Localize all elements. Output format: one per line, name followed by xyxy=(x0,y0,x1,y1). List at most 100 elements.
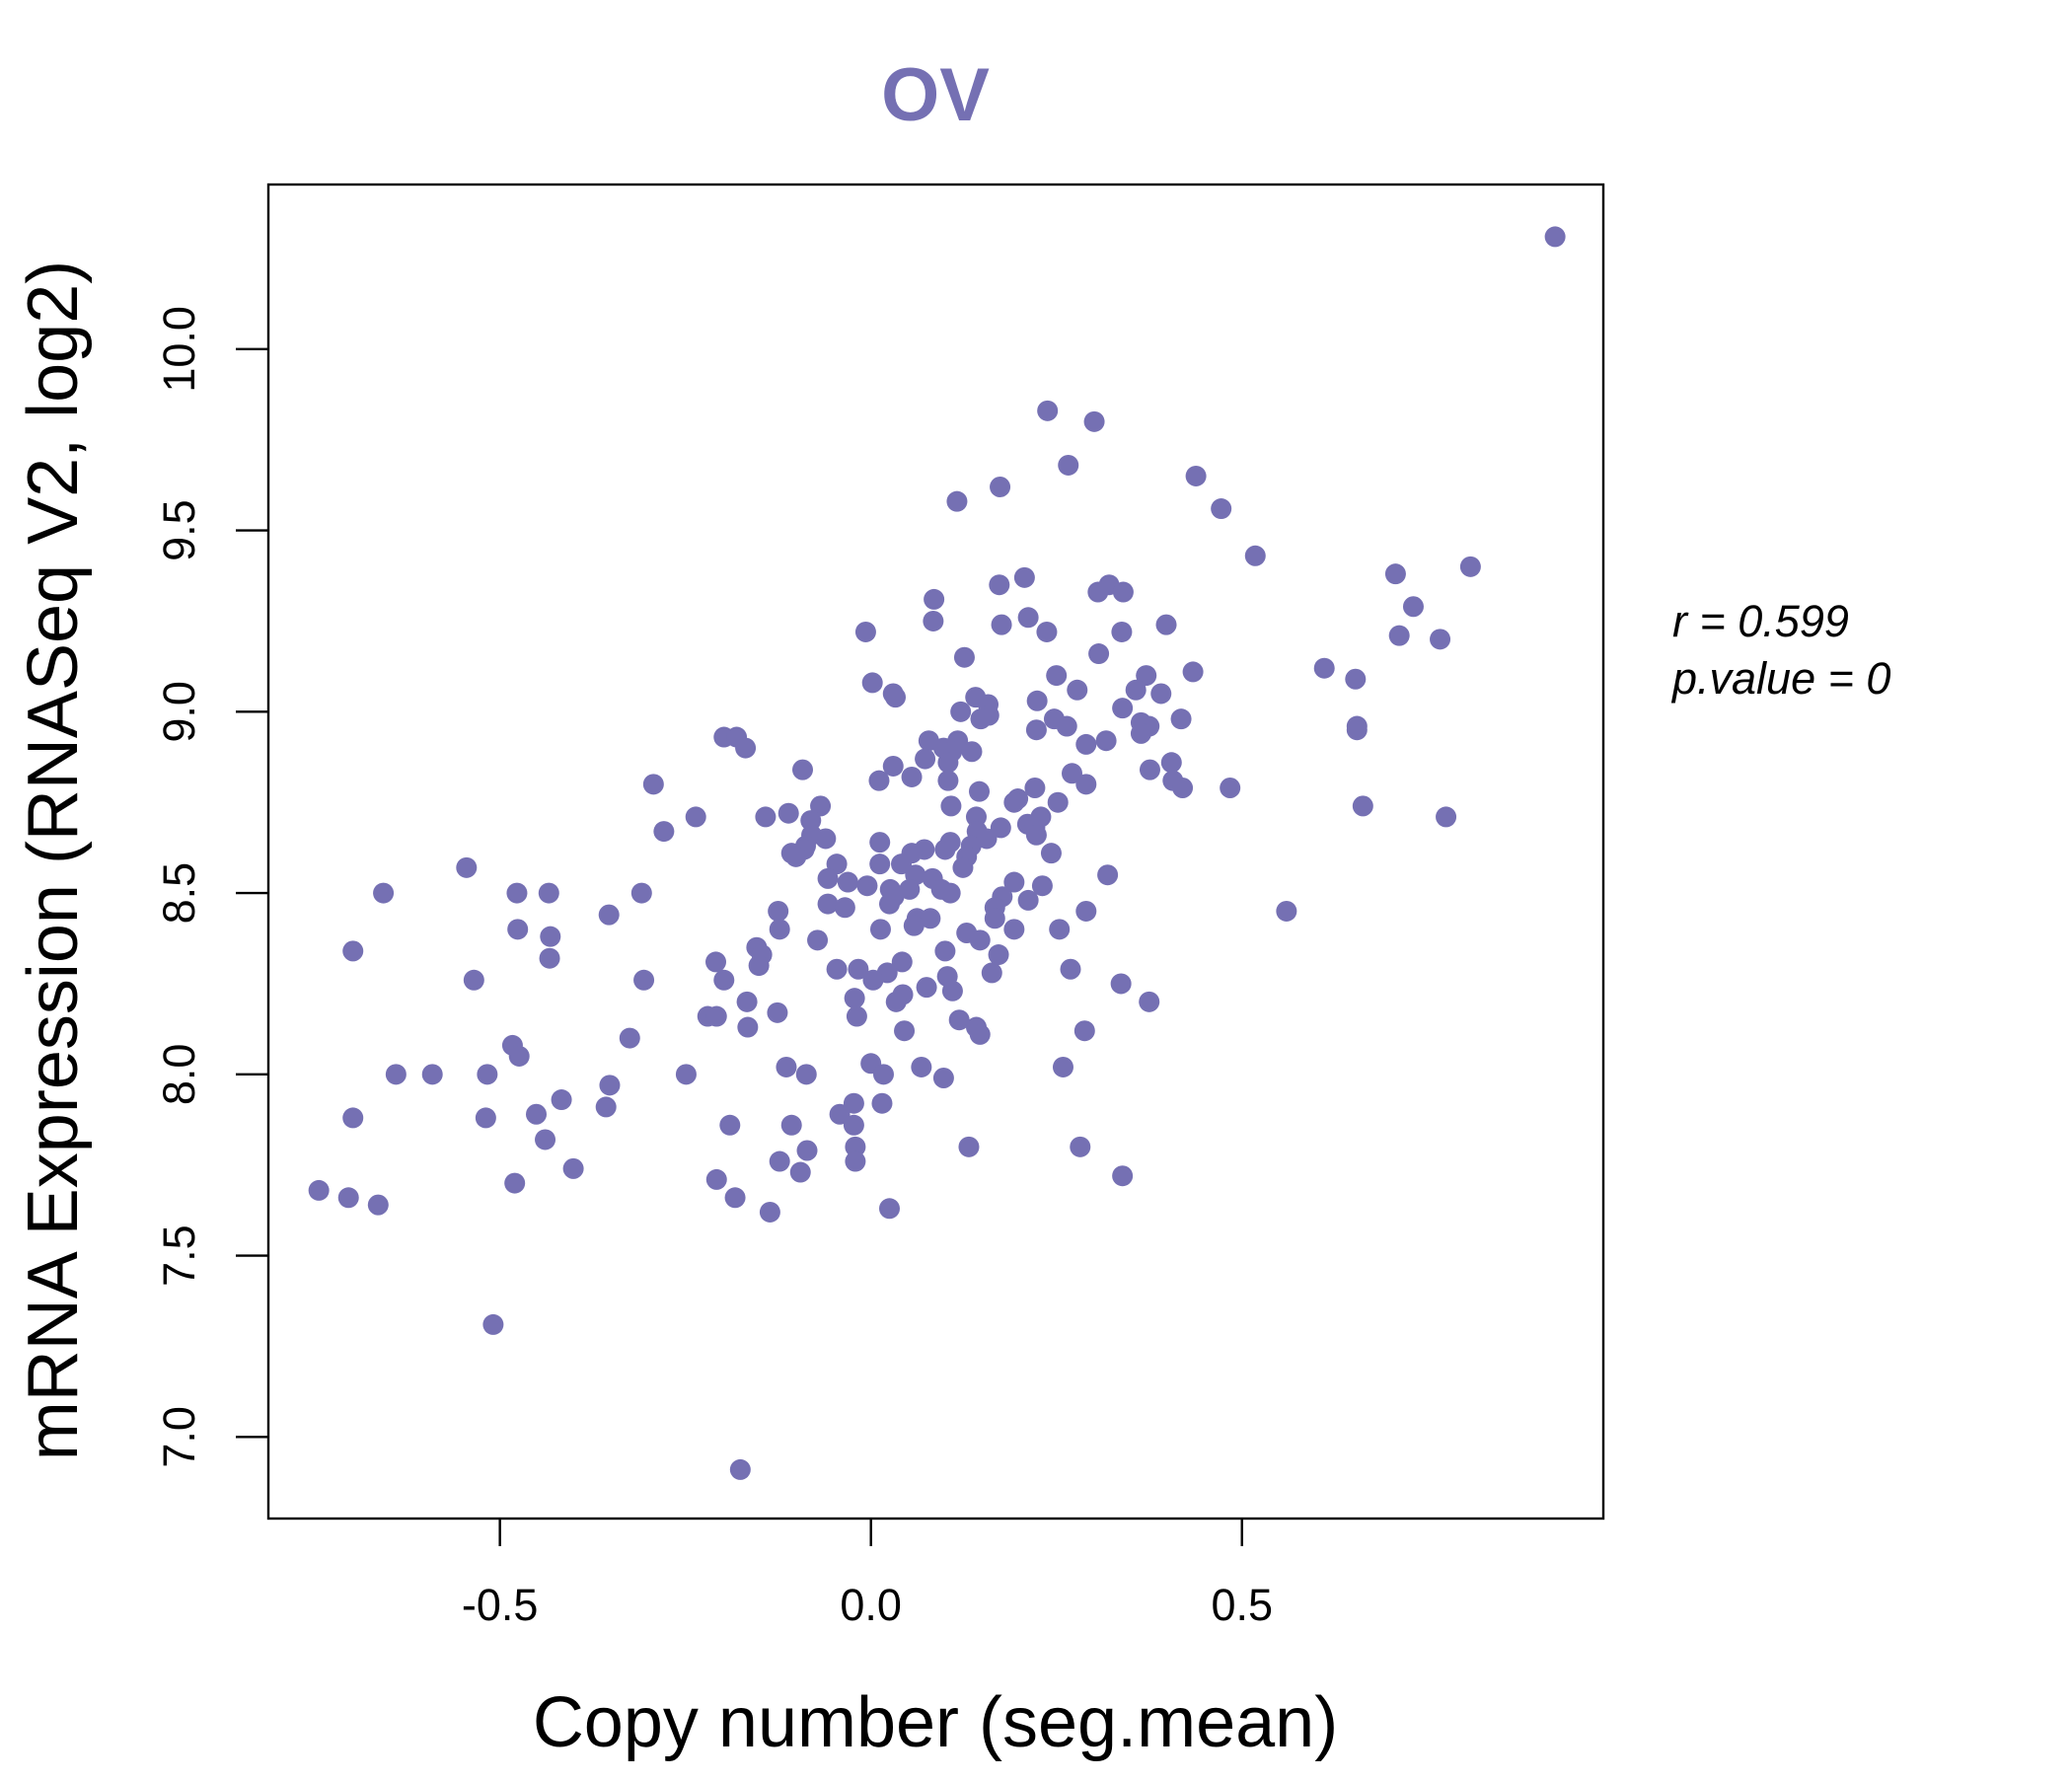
data-point xyxy=(1046,665,1068,687)
data-point xyxy=(482,1313,504,1335)
data-point xyxy=(456,856,478,878)
data-point xyxy=(1112,581,1134,603)
data-point xyxy=(1067,679,1088,701)
data-point xyxy=(1036,621,1058,642)
data-point xyxy=(1276,900,1297,922)
data-point xyxy=(1211,498,1232,520)
data-point xyxy=(1003,919,1025,940)
data-point xyxy=(342,940,364,962)
data-point xyxy=(1346,719,1368,741)
data-point xyxy=(968,780,990,802)
data-point xyxy=(551,1089,572,1111)
data-point xyxy=(815,828,837,850)
data-point xyxy=(373,882,395,904)
data-point xyxy=(1003,871,1025,893)
data-point xyxy=(1040,843,1062,864)
data-point xyxy=(1083,410,1105,432)
data-point xyxy=(540,926,561,947)
data-point xyxy=(526,1103,548,1125)
data-point xyxy=(1544,226,1566,248)
data-point xyxy=(1013,566,1035,588)
data-point xyxy=(869,919,891,940)
data-point xyxy=(737,1016,759,1038)
data-point xyxy=(916,977,937,999)
data-point xyxy=(915,748,936,770)
data-point xyxy=(724,1187,746,1209)
data-point xyxy=(1170,708,1192,730)
data-point xyxy=(843,1114,864,1136)
data-point xyxy=(477,1064,498,1085)
data-point xyxy=(894,1020,916,1042)
data-point xyxy=(1112,1165,1134,1187)
data-point xyxy=(598,904,620,926)
data-point xyxy=(934,940,956,962)
data-point xyxy=(911,1056,932,1077)
data-point xyxy=(1430,629,1451,650)
data-point xyxy=(795,1064,817,1085)
data-point xyxy=(939,882,961,904)
data-point xyxy=(776,1056,797,1077)
data-point xyxy=(463,969,484,991)
data-point xyxy=(869,832,891,853)
data-point xyxy=(767,1002,788,1023)
data-point xyxy=(768,900,789,922)
data-point xyxy=(475,1107,496,1129)
data-point xyxy=(736,991,758,1012)
correlation-r-label: r = 0.599 xyxy=(1672,596,1849,646)
data-point xyxy=(705,1168,727,1190)
data-point xyxy=(1031,875,1053,897)
data-point xyxy=(878,893,900,915)
data-point xyxy=(719,1114,741,1136)
data-point xyxy=(535,1129,556,1150)
x-axis-label: Copy number (seg.mean) xyxy=(533,1683,1338,1762)
data-point xyxy=(506,882,528,904)
data-point xyxy=(642,774,664,795)
data-point xyxy=(1220,778,1241,799)
data-point xyxy=(970,708,992,730)
data-point xyxy=(1058,454,1079,476)
data-point xyxy=(976,828,998,850)
data-point xyxy=(705,951,727,973)
data-point xyxy=(924,588,945,610)
y-tick-label: 9.5 xyxy=(154,499,204,561)
y-axis: 7.0 7.5 8.0 8.5 9.0 9.5 10.0 xyxy=(154,306,268,1468)
data-point xyxy=(1172,778,1194,799)
data-point xyxy=(675,1064,697,1085)
data-point xyxy=(1402,596,1424,618)
data-point xyxy=(856,875,878,897)
data-point xyxy=(990,817,1011,839)
data-point xyxy=(780,1114,802,1136)
data-point xyxy=(891,853,913,875)
data-point xyxy=(829,1103,851,1125)
data-point xyxy=(713,969,735,991)
data-point xyxy=(1112,698,1134,719)
data-point xyxy=(988,944,1009,966)
data-point xyxy=(759,1201,780,1223)
data-point xyxy=(871,1092,893,1114)
data-point xyxy=(920,908,941,929)
data-point xyxy=(1139,759,1160,780)
data-point xyxy=(1110,973,1132,995)
data-point xyxy=(1017,607,1039,629)
data-point xyxy=(539,947,560,969)
data-point xyxy=(843,1092,864,1114)
data-point xyxy=(937,752,959,774)
data-point xyxy=(1087,581,1109,603)
data-point xyxy=(769,919,790,940)
data-point xyxy=(1060,958,1081,980)
data-point xyxy=(923,610,944,631)
data-point xyxy=(562,1157,584,1179)
data-point xyxy=(367,1194,389,1216)
data-point xyxy=(1384,563,1406,585)
data-point xyxy=(932,1067,954,1088)
data-point xyxy=(861,672,883,694)
data-point xyxy=(633,969,655,991)
data-point xyxy=(952,856,974,878)
data-point xyxy=(769,1150,790,1172)
data-point xyxy=(1003,791,1025,813)
data-point xyxy=(1182,661,1204,683)
data-point xyxy=(1047,791,1069,813)
data-point xyxy=(1136,665,1157,687)
data-point xyxy=(599,1075,621,1096)
data-point xyxy=(792,759,814,780)
